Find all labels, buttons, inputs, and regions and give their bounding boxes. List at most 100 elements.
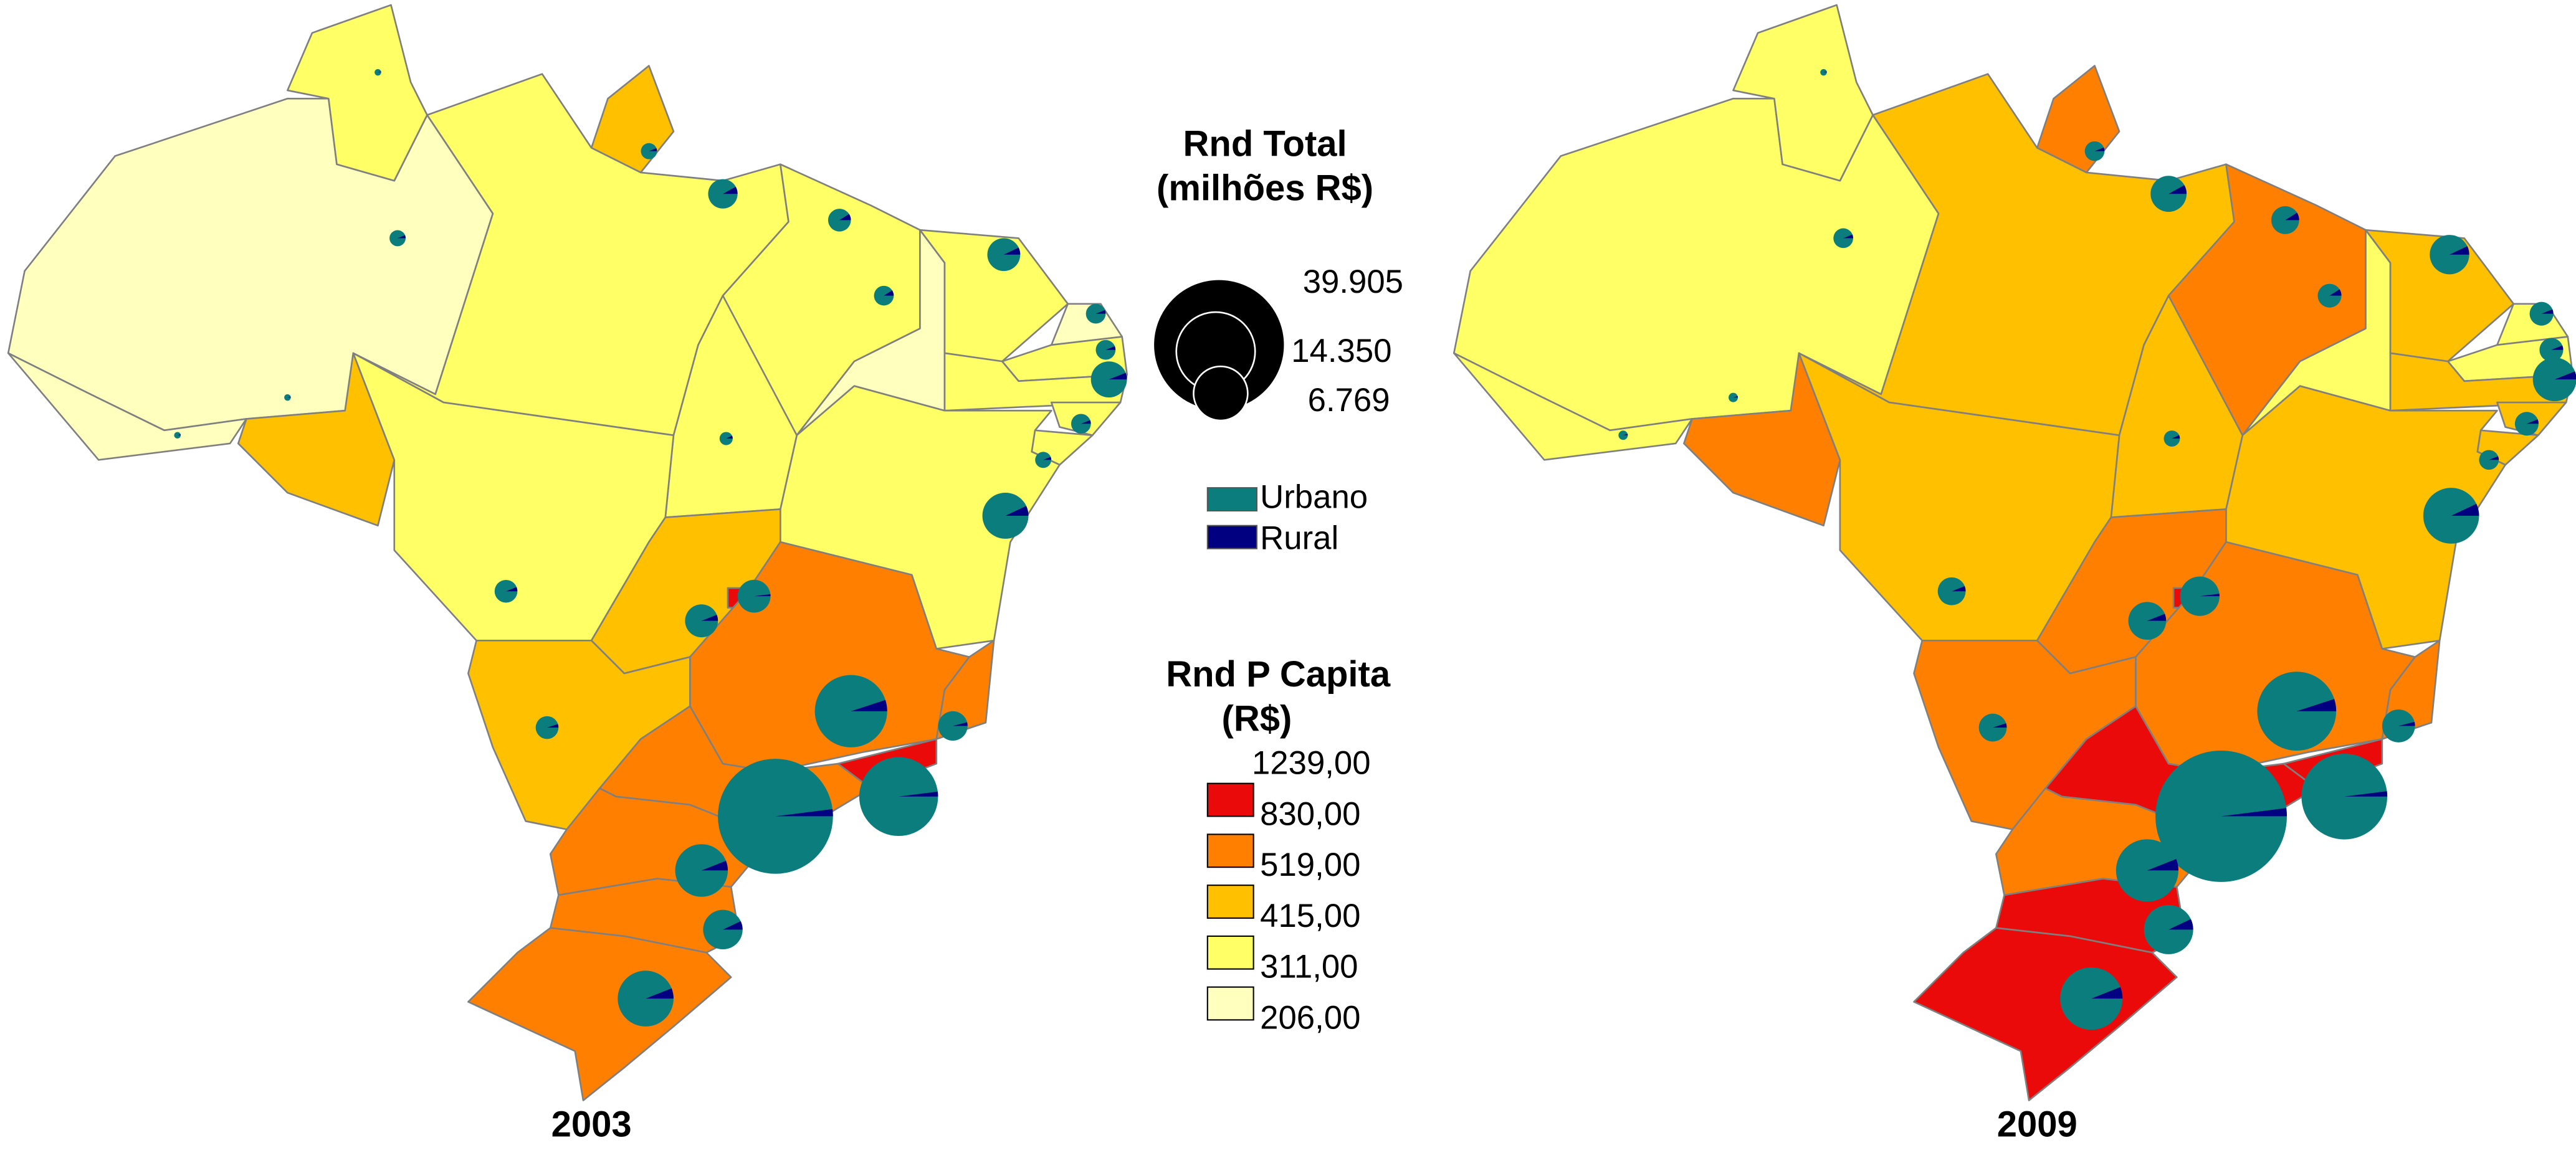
- pie-rural: [701, 860, 728, 871]
- pie-rural: [775, 809, 833, 817]
- pie-urban: [494, 579, 518, 603]
- state: [237, 352, 396, 527]
- pie-rural: [2168, 185, 2187, 194]
- pie-rural: [287, 396, 291, 398]
- pie-rural: [398, 235, 406, 239]
- legend: 2003 2009 Rnd Total(milhões R$) 39.905 14.35…: [551, 124, 2077, 1145]
- pie-rural: [1005, 506, 1029, 516]
- pie-legend-swatch: [1206, 524, 1257, 549]
- pie-rural: [1095, 310, 1106, 314]
- pie-rural: [2147, 858, 2178, 871]
- pie-urban: [1071, 414, 1091, 434]
- color-legend-break: 1239,00: [1252, 745, 1371, 782]
- pie-rural: [1105, 346, 1116, 350]
- pie-legend-label: Urbano: [1260, 479, 1368, 516]
- state: [1913, 927, 2178, 1101]
- pie-rural: [2526, 419, 2539, 424]
- color-legend-swatch: [1206, 885, 1254, 919]
- pie-rural: [1952, 586, 1966, 592]
- pie-rural: [646, 988, 674, 999]
- map-year: 2009: [1997, 1104, 2077, 1145]
- pie-rural: [953, 722, 968, 726]
- pie-rural: [546, 724, 559, 728]
- color-legend-break: 519,00: [1260, 847, 1360, 883]
- pie-rural: [884, 290, 894, 296]
- pie-rural: [1109, 372, 1127, 380]
- pie-urban: [859, 757, 938, 837]
- pie-urban: [987, 238, 1021, 272]
- pie-rural: [2329, 289, 2342, 296]
- color-legend-swatch: [1206, 935, 1254, 970]
- pie-urban: [814, 675, 887, 747]
- state: [7, 97, 494, 432]
- pie-rural: [2221, 808, 2287, 817]
- color-legend-swatch: [1206, 782, 1254, 817]
- pie-rural: [726, 435, 733, 439]
- pie-rural: [2451, 503, 2479, 516]
- pie-rural: [1043, 457, 1052, 460]
- pie-urban: [2150, 176, 2187, 212]
- size-legend-title: (milhões R$): [1157, 168, 1373, 209]
- color-legend-title: Rnd P Capita: [1166, 654, 1391, 695]
- pie-rural: [2091, 987, 2123, 999]
- pie-rural: [2449, 246, 2469, 255]
- size-legend-title: Rnd Total: [1183, 124, 1347, 164]
- pie-urban: [2532, 358, 2576, 402]
- pie-rural: [701, 614, 718, 621]
- pie-rural: [2285, 212, 2299, 221]
- pie-urban: [737, 579, 771, 613]
- pie-urban: [1978, 713, 2007, 742]
- pie-rural: [649, 148, 657, 151]
- pie-rural: [2344, 791, 2388, 797]
- size-legend-label: 39.905: [1303, 263, 1403, 300]
- pie-rural: [1733, 396, 1738, 398]
- map-year: 2003: [551, 1104, 632, 1145]
- pie-rural: [2147, 614, 2167, 621]
- pie-rural: [851, 700, 887, 711]
- size-legend-label: 6.769: [1308, 382, 1390, 419]
- pie-urban: [2257, 671, 2337, 751]
- pie-urban: [675, 844, 728, 897]
- size-legend-label: 14.350: [1291, 333, 1391, 369]
- pie-urban: [2514, 412, 2539, 436]
- pie-urban: [1729, 392, 1738, 402]
- color-legend-break: 830,00: [1260, 795, 1360, 832]
- pie-rural: [2398, 721, 2415, 726]
- pie-rural: [2168, 919, 2193, 930]
- color-legend-break: 415,00: [1260, 898, 1360, 934]
- pie-rural: [2200, 594, 2220, 597]
- state: [1683, 352, 1841, 527]
- state: [1453, 97, 1940, 432]
- pie-rural: [2489, 456, 2499, 460]
- color-legend-break: 311,00: [1260, 949, 1358, 985]
- pie-urban: [1035, 452, 1052, 468]
- pie-urban: [2163, 430, 2180, 447]
- pie-rural: [177, 434, 181, 435]
- pie-urban: [708, 179, 738, 209]
- color-legend-title: (R$): [1222, 698, 1292, 739]
- pie-layer: [174, 69, 2576, 1030]
- size-legend-circle: [1193, 365, 1249, 422]
- state: [467, 927, 732, 1101]
- color-legend-swatch: [1206, 986, 1254, 1021]
- pie-rural: [899, 791, 938, 797]
- pie-rural: [723, 921, 743, 930]
- pie-urban: [2144, 904, 2193, 954]
- pie-rural: [378, 71, 381, 73]
- pie-rural: [1843, 234, 1853, 239]
- pie-rural: [2094, 147, 2105, 151]
- pie-rural: [2296, 699, 2337, 711]
- pie-rural: [2541, 309, 2554, 314]
- pie-rural: [506, 587, 518, 592]
- pie-urban: [2317, 283, 2342, 308]
- pie-urban: [2301, 753, 2388, 840]
- pie-legend-swatch: [1206, 487, 1257, 512]
- pie-rural: [723, 186, 738, 194]
- pie-rural: [2554, 371, 2576, 380]
- pie-rural: [2551, 345, 2564, 350]
- pie-urban: [2539, 338, 2564, 362]
- color-legend-break: 206,00: [1260, 999, 1360, 1036]
- pie-rural: [1993, 723, 2007, 728]
